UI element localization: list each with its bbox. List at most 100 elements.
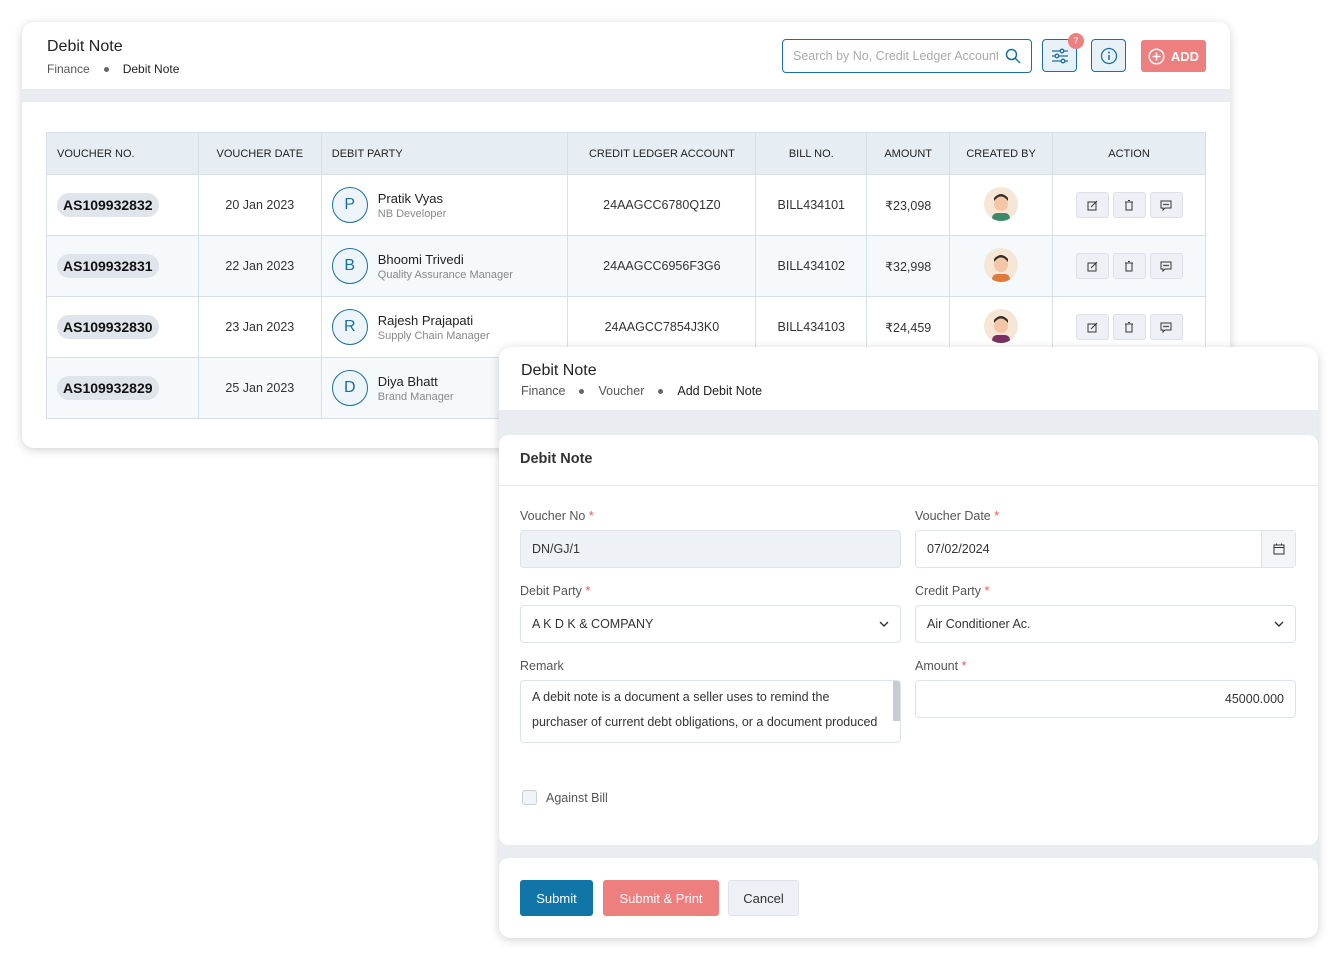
trash-icon xyxy=(1125,321,1134,332)
table-header-row: VOUCHER NO. VOUCHER DATE DEBIT PARTY CRE… xyxy=(46,132,1206,175)
party-name: Diya Bhatt xyxy=(377,373,438,389)
breadcrumb-voucher[interactable]: Voucher xyxy=(598,384,645,398)
edit-icon xyxy=(1087,261,1097,271)
trash-icon xyxy=(1125,199,1134,210)
edit-button[interactable] xyxy=(1075,314,1109,340)
voucher-date: 20 Jan 2023 xyxy=(197,174,322,236)
chevron-down-icon xyxy=(879,621,889,627)
filter-button[interactable]: 7 xyxy=(1042,33,1084,72)
form-footer: Submit Submit & Print Cancel xyxy=(499,858,1318,938)
filter-count-badge: 7 xyxy=(1068,33,1084,49)
form-body: Debit Note Voucher No * DN/GJ/1 Voucher … xyxy=(499,435,1318,845)
col-debit-party[interactable]: DEBIT PARTY xyxy=(320,132,569,175)
debit-party-select[interactable]: A K D K & COMPANY xyxy=(520,605,901,643)
breadcrumb-finance[interactable]: Finance xyxy=(521,384,566,398)
credit-ledger-account: 24AAGCC6780Q1Z0 xyxy=(567,174,757,236)
search-input[interactable]: Search by No, Credit Ledger Account xyxy=(782,39,1032,73)
against-bill-checkbox[interactable]: Against Bill xyxy=(522,790,608,805)
breadcrumb-current: Debit Note xyxy=(122,62,180,76)
calendar-button[interactable] xyxy=(1261,531,1295,567)
breadcrumb: Finance Debit Note xyxy=(47,62,179,76)
amount-label: Amount * xyxy=(915,659,967,673)
voucher-date-input[interactable]: 07/02/2024 xyxy=(915,530,1296,568)
credit-ledger-account: 24AAGCC6956F3G6 xyxy=(567,235,757,297)
comment-button[interactable] xyxy=(1149,192,1183,218)
comment-icon xyxy=(1160,261,1172,272)
chevron-down-icon xyxy=(1274,621,1284,627)
edit-button[interactable] xyxy=(1075,192,1109,218)
remark-label: Remark xyxy=(520,659,564,673)
col-voucher-no[interactable]: VOUCHER NO. xyxy=(46,132,199,175)
add-debit-note-card: Debit Note Finance Voucher Add Debit Not… xyxy=(499,347,1318,938)
list-header: Debit Note Finance Debit Note Search by … xyxy=(22,22,1230,89)
col-amount[interactable]: AMOUNT xyxy=(866,132,951,175)
remark-textarea[interactable]: A debit note is a document a seller uses… xyxy=(520,680,901,743)
submit-print-button[interactable]: Submit & Print xyxy=(603,880,719,916)
add-button[interactable]: ADD xyxy=(1141,40,1206,72)
comment-button[interactable] xyxy=(1149,253,1183,279)
party-avatar: B xyxy=(331,248,368,284)
comment-button[interactable] xyxy=(1149,314,1183,340)
credit-party-select[interactable]: Air Conditioner Ac. xyxy=(915,605,1296,643)
table-row[interactable]: AS109932831 22 Jan 2023 B Bhoomi Trivedi Q… xyxy=(46,235,1206,297)
page-title: Debit Note xyxy=(47,38,123,55)
voucher-number[interactable]: AS109932830 xyxy=(57,315,159,339)
col-credit-ledger[interactable]: CREDIT LEDGER ACCOUNT xyxy=(567,132,757,175)
voucher-date-label: Voucher Date * xyxy=(915,509,1000,523)
breadcrumb-current: Add Debit Note xyxy=(677,384,763,398)
bill-number: BILL434102 xyxy=(755,235,868,297)
created-by-avatar xyxy=(984,186,1019,221)
voucher-date: 25 Jan 2023 xyxy=(197,357,322,419)
search-icon xyxy=(1005,48,1021,64)
trash-icon xyxy=(1125,260,1134,271)
voucher-date: 22 Jan 2023 xyxy=(197,235,322,297)
info-button[interactable] xyxy=(1091,39,1126,72)
cancel-button[interactable]: Cancel xyxy=(728,880,799,916)
bill-number: BILL434101 xyxy=(755,174,868,236)
voucher-number[interactable]: AS109932829 xyxy=(57,376,159,400)
voucher-date: 23 Jan 2023 xyxy=(197,296,322,358)
party-role: Brand Manager xyxy=(377,390,454,403)
table-row[interactable]: AS109932832 20 Jan 2023 P Pratik Vyas NB D… xyxy=(46,174,1206,236)
sliders-icon xyxy=(1051,48,1068,63)
submit-button[interactable]: Submit xyxy=(520,880,593,916)
edit-icon xyxy=(1087,322,1097,332)
comment-icon xyxy=(1160,200,1172,211)
party-name: Rajesh Prajapati xyxy=(377,312,474,328)
col-voucher-date[interactable]: VOUCHER DATE xyxy=(197,132,322,175)
created-by-avatar xyxy=(984,247,1019,282)
breadcrumb-finance[interactable]: Finance xyxy=(47,62,90,76)
amount: ₹32,998 xyxy=(866,235,951,297)
party-avatar: R xyxy=(331,309,368,345)
party-role: NB Developer xyxy=(377,207,447,220)
delete-button[interactable] xyxy=(1112,192,1146,218)
col-action: ACTION xyxy=(1052,132,1206,175)
amount: ₹23,098 xyxy=(866,174,951,236)
col-created-by[interactable]: CREATED BY xyxy=(949,132,1054,175)
party-name: Pratik Vyas xyxy=(377,190,444,206)
amount-input[interactable]: 45000.000 xyxy=(915,680,1296,718)
form-header: Debit Note Finance Voucher Add Debit Not… xyxy=(499,347,1318,410)
edit-button[interactable] xyxy=(1075,253,1109,279)
debit-party-label: Debit Party * xyxy=(520,584,591,598)
section-title: Debit Note xyxy=(520,451,593,467)
created-by-avatar xyxy=(984,308,1019,343)
calendar-icon xyxy=(1273,543,1284,555)
voucher-number[interactable]: AS109932832 xyxy=(57,193,159,217)
form-breadcrumb: Finance Voucher Add Debit Note xyxy=(521,384,762,398)
voucher-number[interactable]: AS109932831 xyxy=(57,254,159,278)
textarea-scrollbar[interactable] xyxy=(893,681,900,721)
edit-icon xyxy=(1087,200,1097,210)
voucher-no-label: Voucher No * xyxy=(520,509,594,523)
party-role: Supply Chain Manager xyxy=(377,329,490,342)
checkbox-box[interactable] xyxy=(522,790,537,805)
comment-icon xyxy=(1160,322,1172,333)
plus-circle-icon xyxy=(1148,47,1165,65)
party-name: Bhoomi Trivedi xyxy=(377,251,464,267)
form-page-title: Debit Note xyxy=(521,362,597,379)
delete-button[interactable] xyxy=(1112,253,1146,279)
col-bill-no[interactable]: BILL NO. xyxy=(755,132,868,175)
delete-button[interactable] xyxy=(1112,314,1146,340)
voucher-no-input[interactable]: DN/GJ/1 xyxy=(520,530,901,568)
info-icon xyxy=(1100,47,1117,64)
